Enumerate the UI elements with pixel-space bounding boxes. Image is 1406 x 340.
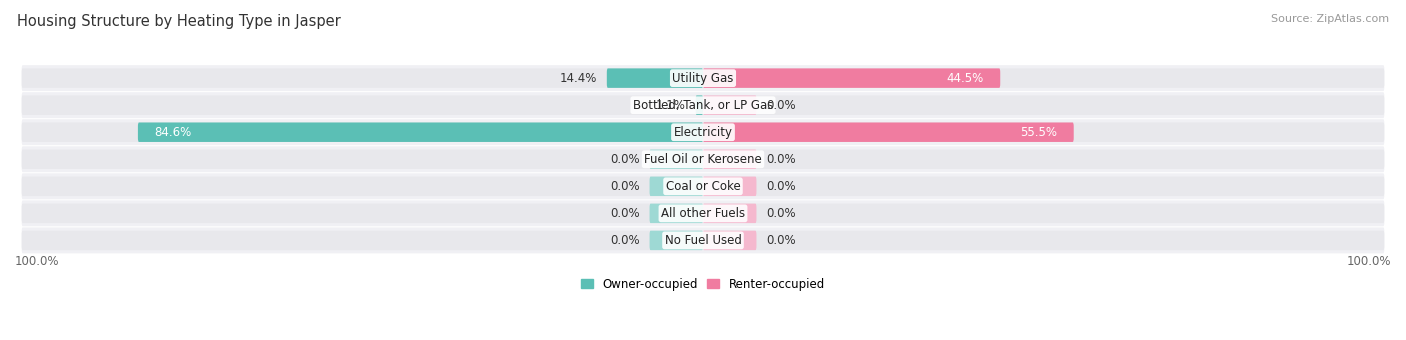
FancyBboxPatch shape [21,227,1385,253]
Text: 1.1%: 1.1% [655,99,686,112]
FancyBboxPatch shape [650,231,703,250]
FancyBboxPatch shape [703,96,756,115]
FancyBboxPatch shape [21,146,1385,172]
FancyBboxPatch shape [703,204,1385,223]
FancyBboxPatch shape [21,173,1385,199]
Text: 14.4%: 14.4% [560,72,596,85]
FancyBboxPatch shape [21,122,703,142]
FancyBboxPatch shape [21,65,1385,91]
FancyBboxPatch shape [650,150,703,169]
FancyBboxPatch shape [21,176,703,196]
FancyBboxPatch shape [703,176,756,196]
Text: 0.0%: 0.0% [610,180,640,193]
FancyBboxPatch shape [703,68,1385,88]
FancyBboxPatch shape [21,68,703,88]
Text: Fuel Oil or Kerosene: Fuel Oil or Kerosene [644,153,762,166]
Text: 0.0%: 0.0% [766,153,796,166]
Text: Housing Structure by Heating Type in Jasper: Housing Structure by Heating Type in Jas… [17,14,340,29]
Text: Bottled, Tank, or LP Gas: Bottled, Tank, or LP Gas [633,99,773,112]
FancyBboxPatch shape [21,92,1385,118]
Legend: Owner-occupied, Renter-occupied: Owner-occupied, Renter-occupied [578,274,828,294]
FancyBboxPatch shape [703,176,1385,196]
Text: 0.0%: 0.0% [610,207,640,220]
Text: 44.5%: 44.5% [946,72,984,85]
FancyBboxPatch shape [138,122,703,142]
Text: 0.0%: 0.0% [610,153,640,166]
Text: 0.0%: 0.0% [610,234,640,247]
FancyBboxPatch shape [696,96,703,115]
Text: Coal or Coke: Coal or Coke [665,180,741,193]
Text: 100.0%: 100.0% [1347,255,1391,268]
Text: No Fuel Used: No Fuel Used [665,234,741,247]
Text: Source: ZipAtlas.com: Source: ZipAtlas.com [1271,14,1389,23]
FancyBboxPatch shape [703,122,1074,142]
FancyBboxPatch shape [703,122,1385,142]
Text: 0.0%: 0.0% [766,99,796,112]
FancyBboxPatch shape [703,68,1000,88]
FancyBboxPatch shape [21,200,1385,226]
FancyBboxPatch shape [21,150,703,169]
FancyBboxPatch shape [650,176,703,196]
Text: All other Fuels: All other Fuels [661,207,745,220]
FancyBboxPatch shape [703,150,756,169]
FancyBboxPatch shape [703,231,756,250]
FancyBboxPatch shape [703,150,1385,169]
Text: 0.0%: 0.0% [766,234,796,247]
FancyBboxPatch shape [607,68,703,88]
FancyBboxPatch shape [21,204,703,223]
FancyBboxPatch shape [21,231,703,250]
Text: 55.5%: 55.5% [1019,126,1057,139]
FancyBboxPatch shape [21,119,1385,145]
FancyBboxPatch shape [650,204,703,223]
Text: 100.0%: 100.0% [15,255,59,268]
FancyBboxPatch shape [21,96,703,115]
Text: 0.0%: 0.0% [766,180,796,193]
FancyBboxPatch shape [703,96,1385,115]
FancyBboxPatch shape [703,231,1385,250]
Text: Utility Gas: Utility Gas [672,72,734,85]
Text: Electricity: Electricity [673,126,733,139]
Text: 0.0%: 0.0% [766,207,796,220]
FancyBboxPatch shape [703,204,756,223]
Text: 84.6%: 84.6% [155,126,191,139]
